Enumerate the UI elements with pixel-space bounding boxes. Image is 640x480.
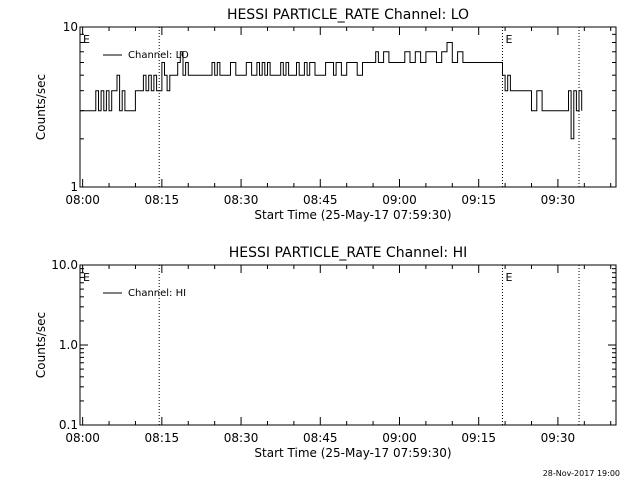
y-tick-label: 1.0 [59, 338, 78, 352]
event-marker-label: E [83, 271, 90, 284]
plot-frame [79, 26, 617, 188]
x-tick-label: 08:00 [65, 193, 100, 207]
chart-title: HESSI PARTICLE_RATE Channel: HI [229, 245, 467, 261]
x-tick-label: 09:00 [382, 431, 417, 445]
event-marker-label: E [83, 33, 90, 46]
x-tick-label: 09:30 [541, 431, 576, 445]
x-tick-label: 08:30 [224, 431, 259, 445]
x-tick-label: 08:30 [224, 193, 259, 207]
x-tick-label: 09:15 [461, 431, 496, 445]
series-line [80, 42, 583, 140]
panel-lo-channel: HESSI PARTICLE_RATE Channel: LO 08:00 08:1… [34, 7, 617, 222]
x-tick-label: 09:15 [461, 193, 496, 207]
x-tick-label: 08:15 [145, 431, 180, 445]
y-tick-label: 10 [63, 20, 78, 34]
x-tick-label: 08:15 [145, 193, 180, 207]
panel-hi-channel: HESSI PARTICLE_RATE Channel: HI 08:00 08:1… [34, 245, 617, 460]
y-tick-label: 10.0 [51, 258, 78, 272]
x-axis-label: Start Time (25-May-17 07:59:30) [254, 446, 451, 460]
x-tick-label: 08:00 [65, 431, 100, 445]
event-marker-label: E [505, 33, 512, 46]
chart-title: HESSI PARTICLE_RATE Channel: LO [227, 7, 469, 23]
x-tick-label: 09:00 [382, 193, 417, 207]
x-tick-label: 09:30 [541, 193, 576, 207]
event-marker-label: E [505, 271, 512, 284]
y-tick-label: 0.1 [59, 418, 78, 432]
x-tick-label: 08:45 [303, 193, 338, 207]
y-tick-label: 1 [70, 180, 78, 194]
x-tick-label: 08:45 [303, 431, 338, 445]
legend-entry: Channel: LO [128, 50, 189, 61]
footer-timestamp: 28-Nov-2017 19:00 [543, 469, 620, 478]
y-axis-label: Counts/sec [34, 74, 48, 140]
y-axis-label: Counts/sec [34, 312, 48, 378]
legend-entry: Channel: HI [128, 288, 186, 299]
x-axis-label: Start Time (25-May-17 07:59:30) [254, 208, 451, 222]
